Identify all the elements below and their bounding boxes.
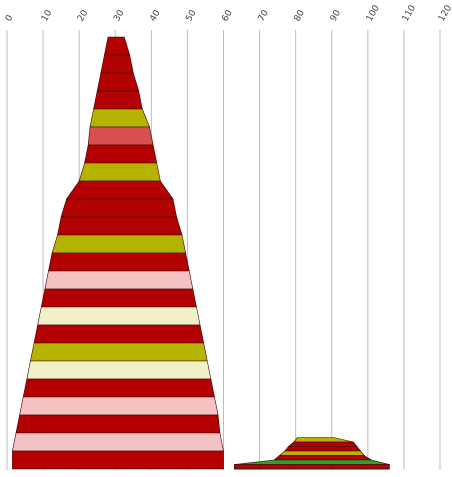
layer-band <box>44 270 194 290</box>
x-tick-label: 30 <box>112 8 127 23</box>
layer-band <box>84 144 158 164</box>
x-tick-label: 120 <box>437 3 452 23</box>
layer-band <box>60 198 177 218</box>
layer-band <box>22 378 215 398</box>
layer-band <box>19 396 219 416</box>
layer-band <box>89 108 150 128</box>
layer-band <box>104 36 131 56</box>
profile-2 <box>234 437 390 470</box>
layer-band <box>33 324 205 344</box>
x-tick-label: 90 <box>329 8 344 23</box>
layer-band <box>293 437 354 443</box>
layer-band <box>234 459 390 465</box>
layer-band <box>26 360 212 380</box>
layer-band <box>40 288 197 308</box>
layer-band <box>234 464 390 470</box>
layer-band <box>87 126 154 146</box>
profile-1 <box>12 36 224 470</box>
layer-band <box>93 90 143 110</box>
x-tick-label: 0 <box>4 13 16 23</box>
layer-band <box>100 54 134 74</box>
x-tick-label: 110 <box>401 3 418 23</box>
layer-band <box>12 432 224 452</box>
layer-band <box>48 252 190 272</box>
layer-band <box>287 441 358 447</box>
x-tick-label: 100 <box>365 3 382 23</box>
x-tick-label: 40 <box>148 8 163 23</box>
x-tick-label: 10 <box>40 8 55 23</box>
layer-band <box>65 180 174 200</box>
x-tick-label: 70 <box>257 8 272 23</box>
layer-band <box>96 72 140 92</box>
layer-band <box>78 162 161 182</box>
x-tick-label: 50 <box>184 8 199 23</box>
layer-band <box>30 342 208 362</box>
tick-label-layer: 0 10 20 30 40 50 60 70 80 90 100 110 120 <box>4 3 452 23</box>
x-tick-label: 60 <box>220 8 235 23</box>
x-tick-label: 20 <box>76 8 91 23</box>
profile-layer <box>12 36 390 470</box>
layer-band <box>37 306 201 326</box>
layer-band <box>278 450 365 456</box>
layer-band <box>15 414 221 434</box>
layer-band <box>273 455 373 461</box>
layer-band <box>12 450 224 470</box>
layer-band <box>51 234 186 254</box>
x-tick-label: 80 <box>293 8 308 23</box>
layer-band <box>284 446 362 452</box>
layer-band <box>57 216 183 236</box>
